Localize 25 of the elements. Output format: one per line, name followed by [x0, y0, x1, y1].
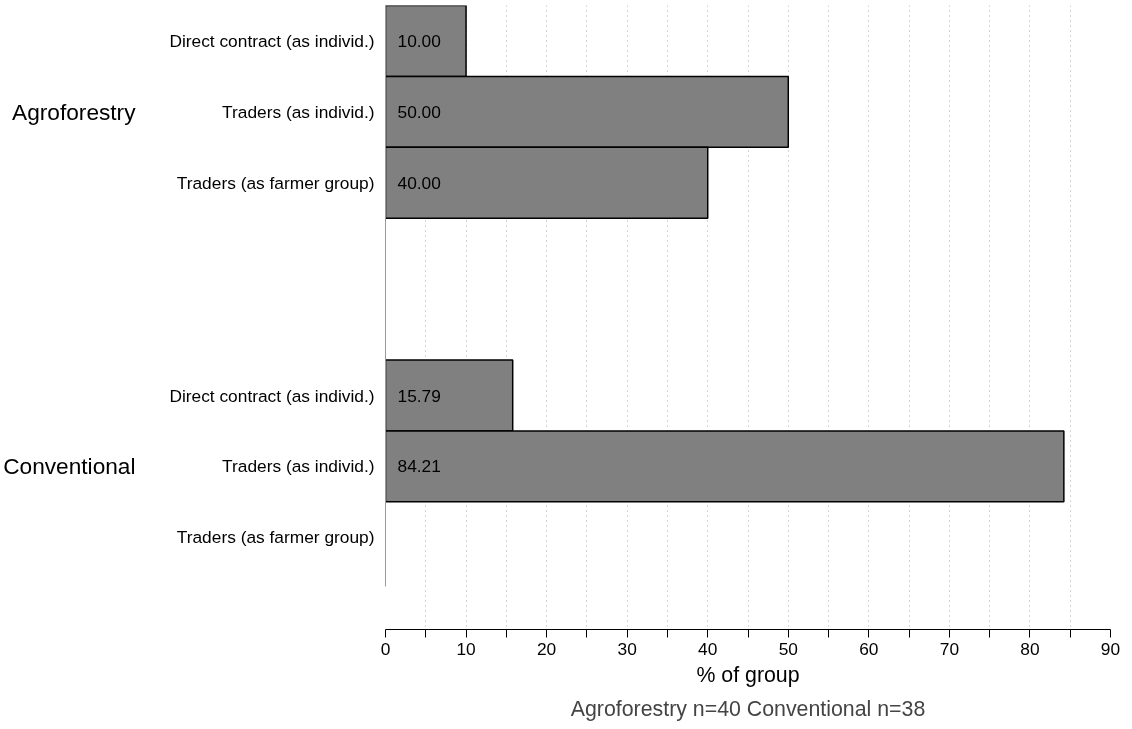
x-tick-label: 80	[1020, 638, 1040, 659]
y-tick-label: Traders (as farmer group)	[176, 527, 375, 548]
x-tick-label: 60	[859, 638, 879, 659]
x-tick-label: 90	[1100, 638, 1121, 659]
y-tick-label: Direct contract (as individ.)	[169, 30, 375, 51]
x-axis-title: % of group	[696, 662, 800, 687]
x-tick-label: 50	[778, 638, 798, 659]
text: Conventional	[3, 453, 136, 480]
x-tick-label: 0	[380, 638, 391, 659]
x-tick-label: 70	[939, 638, 960, 659]
x-tick-label: 10	[456, 638, 476, 659]
x-tick-label: 20	[536, 638, 557, 659]
data-label: 50.00	[397, 101, 441, 122]
x-tick-label: 30	[617, 638, 637, 659]
y-tick-label: Traders (as individ.)	[222, 101, 375, 122]
x-tick-label: 40	[698, 638, 718, 659]
data-label: 40.00	[397, 172, 441, 193]
data-label: 15.79	[397, 385, 441, 406]
text: Agroforestry	[12, 98, 137, 125]
data-label: 84.21	[397, 456, 441, 477]
y-tick-label: Traders (as farmer group)	[176, 172, 375, 193]
y-tick-label: Traders (as individ.)	[222, 456, 375, 477]
y-tick-label: Direct contract (as individ.)	[169, 385, 375, 406]
data-label: 10.00	[397, 30, 441, 51]
text: Agroforestry n=40 Conventional n=38	[570, 696, 926, 721]
